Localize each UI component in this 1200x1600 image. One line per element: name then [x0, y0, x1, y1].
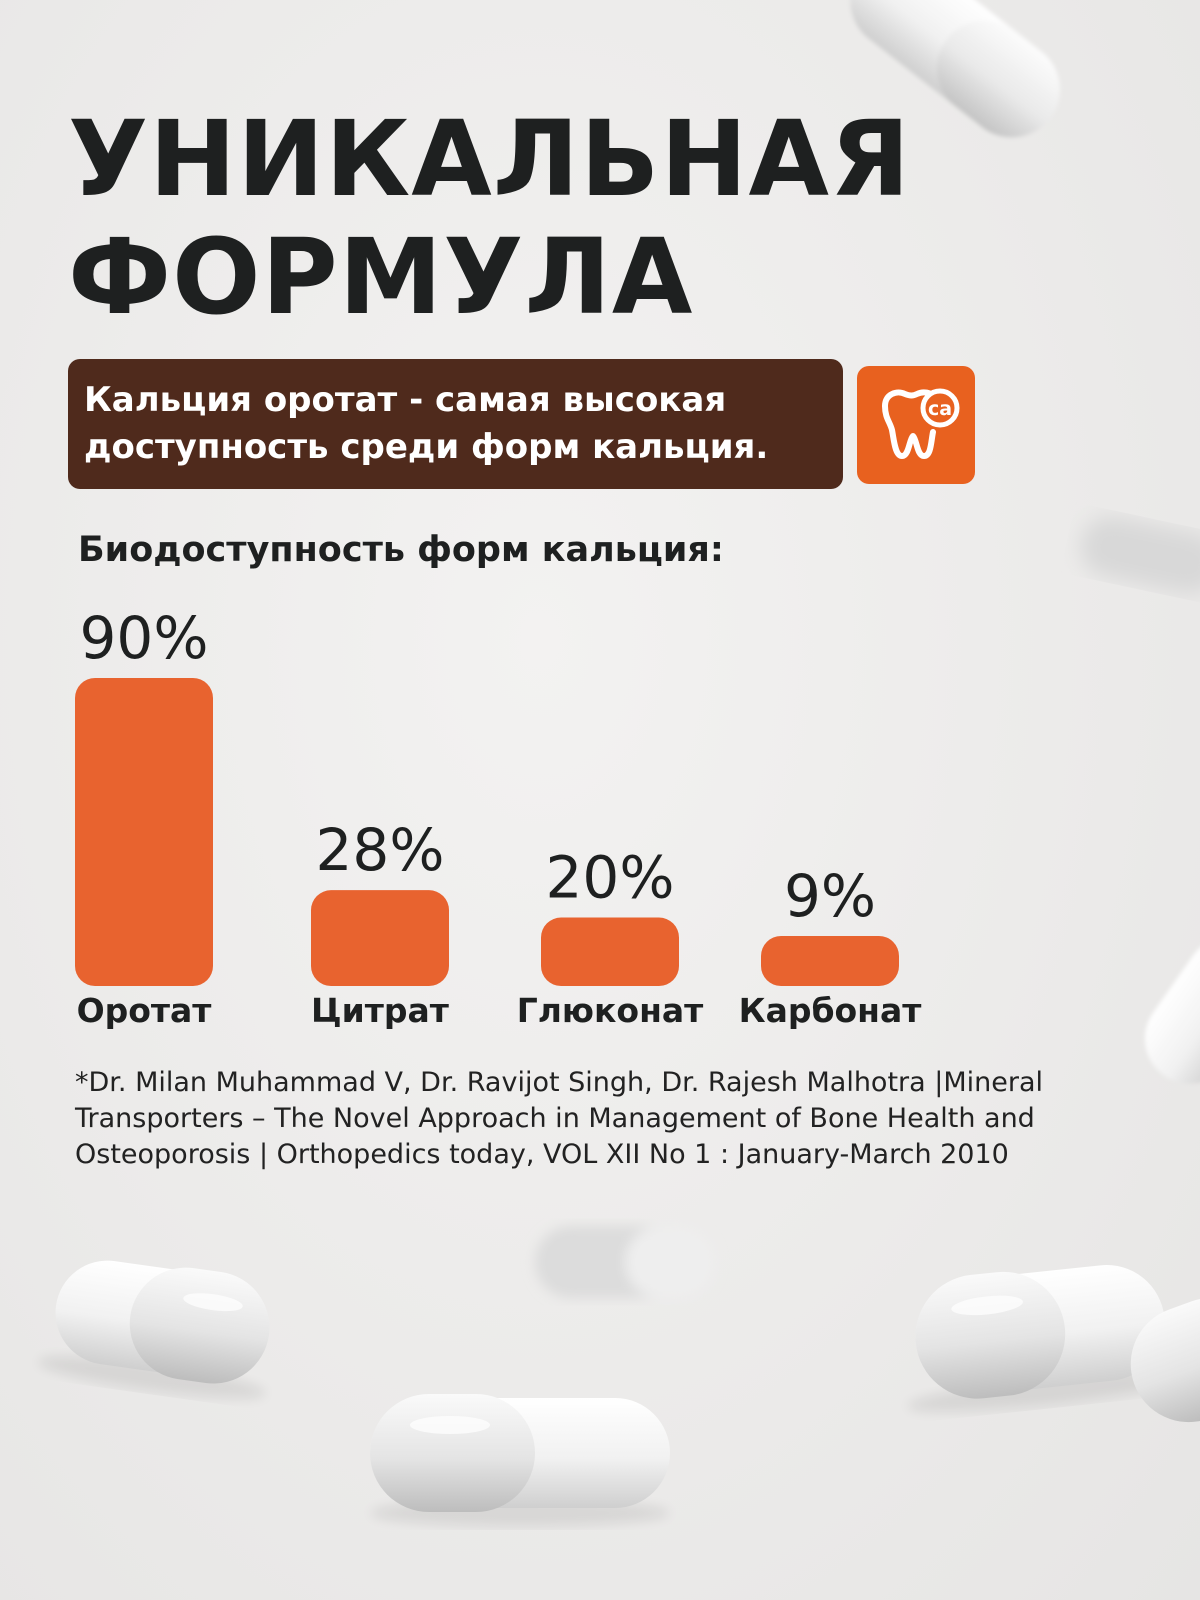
- tooth-icon: ca: [882, 388, 960, 459]
- value-label-4: 9%: [784, 862, 876, 930]
- capsule-bottom-right: [907, 1264, 1186, 1412]
- callout-box: Кальция оротат - самая высокая доступнос…: [68, 359, 843, 489]
- capsule-bottom-center: [370, 1394, 670, 1527]
- citation-line-3: Osteoporosis | Orthopedics today, VOL XI…: [75, 1139, 1009, 1170]
- callout-line-1: Кальция оротат - самая высокая: [84, 380, 727, 420]
- category-label-1: Оротат: [77, 991, 212, 1030]
- bar-1: [75, 678, 213, 986]
- bioavailability-bar-chart: 90% Оротат 28% Цитрат 20% Глюконат 9% Карбонат: [75, 604, 922, 1030]
- capsule-blurred-center: [535, 1226, 715, 1298]
- calcium-symbol: ca: [928, 398, 952, 420]
- category-label-3: Глюконат: [517, 991, 704, 1030]
- bar-3: [541, 917, 679, 986]
- citation-line-1: *Dr. Milan Muhammad V, Dr. Ravijot Singh…: [75, 1067, 1044, 1098]
- category-label-2: Цитрат: [311, 991, 449, 1030]
- callout-line-2: доступность среди форм кальция.: [84, 427, 769, 467]
- value-label-1: 90%: [80, 604, 209, 672]
- bar-4: [761, 936, 899, 986]
- capsule-top-right: [850, 0, 1060, 138]
- capsule-right-edge: [1144, 936, 1200, 1084]
- title-line-2: ФОРМУЛА: [68, 216, 694, 338]
- bar-2: [311, 890, 449, 986]
- citation-line-2: Transporters – The Novel Approach in Man…: [75, 1103, 1035, 1134]
- capsule-bottom-left: [38, 1260, 270, 1399]
- chart-title: Биодоступность форм кальция:: [78, 530, 724, 570]
- page-title: УНИКАЛЬНАЯ ФОРМУЛА: [68, 100, 911, 336]
- capsule-bottom-right-edge: [1130, 1297, 1200, 1423]
- capsule-blurred-right: [1080, 516, 1200, 594]
- category-label-4: Карбонат: [739, 991, 922, 1030]
- title-line-1: УНИКАЛЬНАЯ: [68, 98, 912, 220]
- value-label-2: 28%: [316, 816, 445, 884]
- citation: *Dr. Milan Muhammad V, Dr. Ravijot Singh…: [75, 1065, 1145, 1173]
- value-label-3: 20%: [546, 844, 675, 912]
- calcium-tooth-badge: ca: [857, 366, 975, 484]
